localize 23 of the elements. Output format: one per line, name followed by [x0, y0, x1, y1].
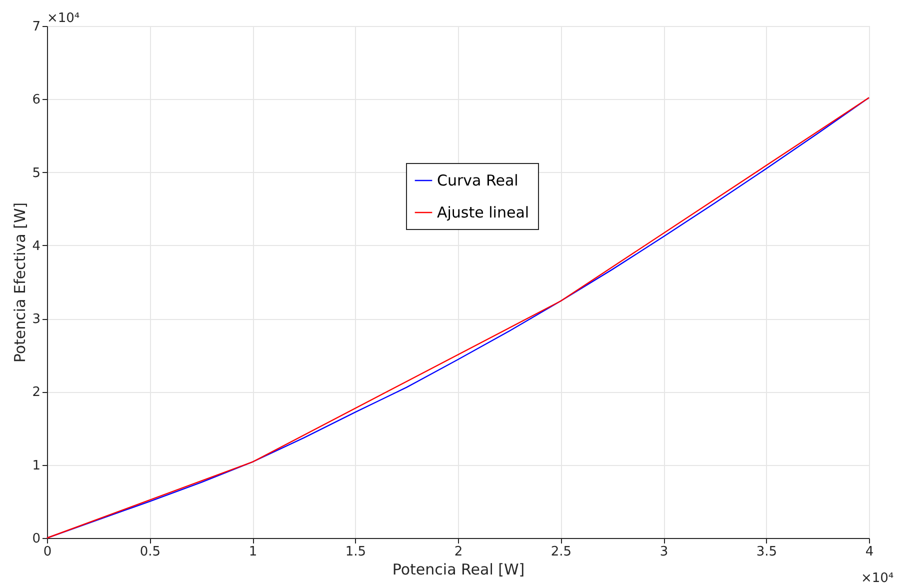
x-tick-label: 0.5 — [140, 544, 161, 560]
x-tick-label: 4 — [865, 544, 874, 560]
x-tick-label: 3.5 — [756, 544, 778, 560]
x-tick-label: 3 — [660, 544, 668, 560]
x-tick-label: 0 — [43, 544, 52, 560]
x-tick-label: 1 — [248, 544, 258, 560]
y-tick-label: 7 — [32, 20, 40, 34]
legend-label: Curva Real — [437, 172, 518, 190]
text: ×10⁴ — [47, 11, 80, 26]
x-tick-label: 1.5 — [345, 544, 366, 560]
y-axis-title: Potencia Efectiva [W] — [11, 202, 30, 363]
y-tick-label: 6 — [32, 92, 40, 108]
x-axis-title: Potencia Real [W] — [392, 560, 525, 578]
y-tick-label: 5 — [32, 166, 40, 181]
text: ×10⁴ — [861, 571, 894, 586]
y-tick-label: 0 — [32, 532, 40, 546]
y-tick-label: 1 — [32, 458, 40, 474]
x-tick-label: 2.5 — [550, 544, 572, 560]
x-tick-label: 2 — [454, 544, 463, 560]
y-tick-label: 4 — [32, 238, 40, 254]
y-tick-label: 2 — [32, 385, 40, 400]
y-tick-label: 3 — [32, 312, 40, 328]
legend-label: Ajuste lineal — [437, 204, 530, 222]
